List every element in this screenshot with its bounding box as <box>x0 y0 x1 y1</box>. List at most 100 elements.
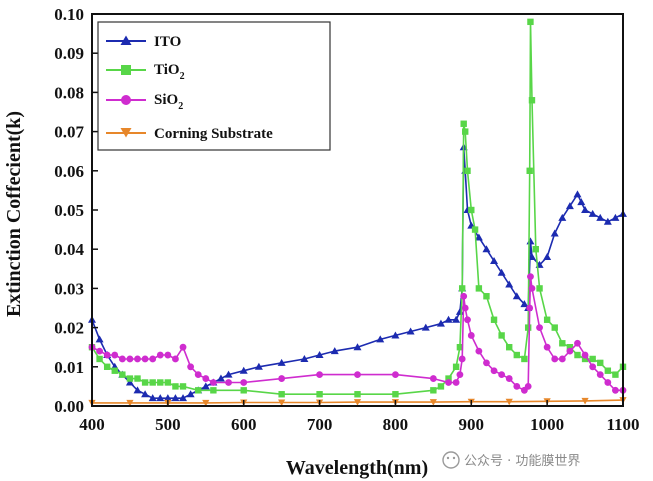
y-axis-title: Extinction Coffecient(k) <box>3 111 25 317</box>
point-sio2-580 <box>225 379 232 386</box>
point-ito-700 <box>315 351 324 359</box>
point-ito-1090 <box>611 213 620 221</box>
point-tio2-510 <box>172 383 179 390</box>
point-sio2-490 <box>156 351 164 359</box>
point-ito-1000 <box>543 253 552 261</box>
legend-label-tio2: TiO2 <box>154 62 185 82</box>
point-sio2-920 <box>483 359 490 367</box>
legend-box <box>97 21 331 151</box>
point-tio2-1070 <box>597 359 604 367</box>
point-corning-substrate-850 <box>429 399 437 406</box>
point-sio2-1080 <box>604 379 612 386</box>
point-ito-870 <box>444 315 453 323</box>
point-tio2-900 <box>468 206 475 214</box>
legend-item-tio2: TiO2 <box>106 62 185 82</box>
point-tio2-410 <box>96 355 103 363</box>
point-ito-600 <box>239 366 248 374</box>
point-ito-530 <box>186 390 195 398</box>
point-corning-substrate-1050 <box>581 397 589 405</box>
legend-marker-sio2 <box>121 95 131 105</box>
point-sio2-430 <box>111 351 119 359</box>
point-sio2-530 <box>187 363 195 371</box>
point-sio2-650 <box>278 375 286 382</box>
y-tick-label-5: 0.05 <box>54 201 84 220</box>
point-sio2-440 <box>118 355 126 363</box>
point-sio2-1040 <box>574 339 581 347</box>
watermark: 公众号 · 功能膜世界 <box>442 451 580 469</box>
point-sio2-470 <box>141 355 149 363</box>
point-tio2-480 <box>149 379 156 386</box>
point-tio2-977 <box>526 167 533 174</box>
point-sio2-940 <box>498 371 506 379</box>
point-tio2-980 <box>528 97 536 104</box>
point-ito-1020 <box>558 213 567 221</box>
point-ito-1070 <box>596 213 605 221</box>
point-ito-460 <box>133 386 142 394</box>
point-corning-substrate-950 <box>505 398 513 406</box>
point-tio2-500 <box>164 379 172 386</box>
point-sio2-500 <box>164 351 172 359</box>
y-tick-label-9: 0.09 <box>54 44 84 63</box>
point-tio2-520 <box>179 383 187 390</box>
point-sio2-750 <box>354 371 361 379</box>
point-tio2-1010 <box>551 324 558 331</box>
x-tick-label-600: 600 <box>231 415 257 434</box>
legend-marker-ito <box>120 35 132 45</box>
x-axis-title: Wavelength(nm) <box>286 457 428 479</box>
point-ito-970 <box>520 300 529 308</box>
point-tio2-1060 <box>589 355 596 363</box>
point-tio2-850 <box>430 387 437 394</box>
point-sio2-930 <box>490 367 498 375</box>
point-tio2-892 <box>462 128 469 135</box>
point-sio2-1020 <box>558 355 566 363</box>
point-sio2-1060 <box>589 363 597 371</box>
point-corning-substrate-650 <box>278 399 286 407</box>
x-tick-label-400: 400 <box>79 415 105 434</box>
y-tick-label-8: 0.08 <box>54 83 84 102</box>
point-tio2-978 <box>527 18 534 26</box>
point-tio2-990 <box>536 285 543 292</box>
point-sio2-980 <box>528 285 536 292</box>
legend-item-ito: ITO <box>106 34 181 50</box>
point-tio2-860 <box>437 383 445 390</box>
point-ito-410 <box>95 335 104 343</box>
y-tick-label-2: 0.02 <box>54 319 84 338</box>
point-sio2-900 <box>467 332 475 339</box>
point-ito-920 <box>482 245 491 253</box>
point-ito-500 <box>163 394 172 402</box>
point-ito-1040 <box>573 190 582 198</box>
point-tio2-1090 <box>612 371 619 378</box>
point-tio2-870 <box>445 375 452 382</box>
point-sio2-700 <box>316 371 323 379</box>
y-tick-label-6: 0.06 <box>54 162 84 181</box>
point-sio2-870 <box>445 379 452 386</box>
point-sio2-540 <box>194 371 202 379</box>
point-sio2-975 <box>524 383 532 390</box>
point-sio2-480 <box>149 355 157 363</box>
point-ito-950 <box>505 280 514 288</box>
point-ito-470 <box>141 390 150 398</box>
point-tio2-650 <box>278 391 285 398</box>
point-tio2-890 <box>460 120 467 127</box>
point-tio2-1080 <box>604 367 612 374</box>
legend-item-sio2: SiO2 <box>106 92 183 112</box>
point-tio2-970 <box>521 355 528 363</box>
ticks-layer: 400 500 600 700 800 900 1000 1100 0.00 0.01 0.02 0.… <box>54 5 639 434</box>
point-ito-1080 <box>603 217 612 225</box>
point-ito-1030 <box>565 202 574 210</box>
point-sio2-885 <box>456 371 464 379</box>
point-ito-840 <box>421 323 430 331</box>
point-sio2-510 <box>172 355 179 363</box>
point-tio2-540 <box>195 387 202 394</box>
point-ito-940 <box>497 268 506 276</box>
point-sio2-950 <box>505 375 513 382</box>
point-ito-930 <box>490 256 499 264</box>
point-tio2-950 <box>506 344 513 351</box>
point-sio2-960 <box>513 383 521 390</box>
point-tio2-600 <box>240 387 247 394</box>
point-tio2-420 <box>103 363 111 370</box>
point-tio2-430 <box>111 367 118 374</box>
watermark-text: 公众号 · 功能膜世界 <box>464 454 580 469</box>
y-tick-label-4: 0.04 <box>54 240 84 259</box>
legend: ITO TiO2 SiO2 Corning Substrate <box>97 21 331 151</box>
